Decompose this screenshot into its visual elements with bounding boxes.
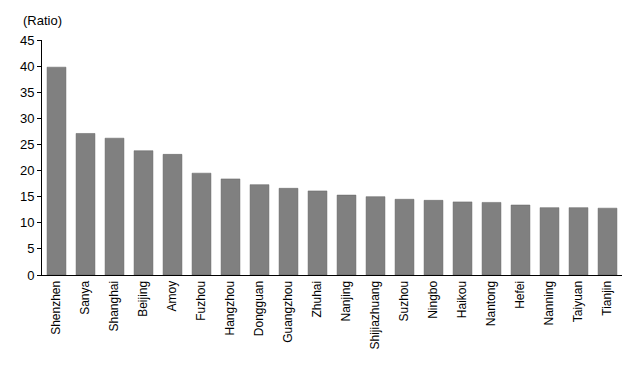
svg-text:Tianjin: Tianjin [600, 281, 614, 316]
svg-text:Haikou: Haikou [455, 281, 469, 318]
svg-text:Nantong: Nantong [484, 281, 498, 326]
svg-text:25: 25 [20, 137, 34, 152]
svg-text:Hangzhou: Hangzhou [223, 281, 237, 336]
svg-text:Zhuhai: Zhuhai [310, 281, 324, 318]
svg-text:30: 30 [20, 111, 34, 126]
svg-text:45: 45 [20, 33, 34, 48]
svg-text:15: 15 [20, 189, 34, 204]
svg-text:Nanning: Nanning [542, 281, 556, 326]
svg-text:Hefei: Hefei [513, 281, 527, 309]
svg-text:Fuzhou: Fuzhou [194, 281, 208, 321]
svg-text:35: 35 [20, 85, 34, 100]
svg-text:Taiyuan: Taiyuan [571, 281, 585, 322]
svg-text:Guangzhou: Guangzhou [281, 281, 295, 343]
svg-text:Sanya: Sanya [78, 280, 92, 314]
svg-text:40: 40 [20, 59, 34, 74]
svg-text:20: 20 [20, 163, 34, 178]
svg-text:Suzhou: Suzhou [397, 281, 411, 322]
svg-text:Shijiazhuang: Shijiazhuang [368, 281, 382, 350]
svg-text:Amoy: Amoy [165, 281, 179, 312]
svg-text:Dongguan: Dongguan [252, 281, 266, 336]
svg-text:Shenzhen: Shenzhen [49, 281, 63, 335]
svg-text:(Ratio): (Ratio) [23, 13, 62, 28]
svg-text:Beijing: Beijing [136, 281, 150, 317]
svg-text:Ningbo: Ningbo [426, 280, 440, 318]
svg-text:10: 10 [20, 215, 34, 230]
svg-text:5: 5 [27, 241, 34, 256]
svg-text:Nanjing: Nanjing [339, 281, 353, 322]
svg-text:0: 0 [27, 268, 34, 283]
svg-text:Shanghai: Shanghai [107, 281, 121, 332]
